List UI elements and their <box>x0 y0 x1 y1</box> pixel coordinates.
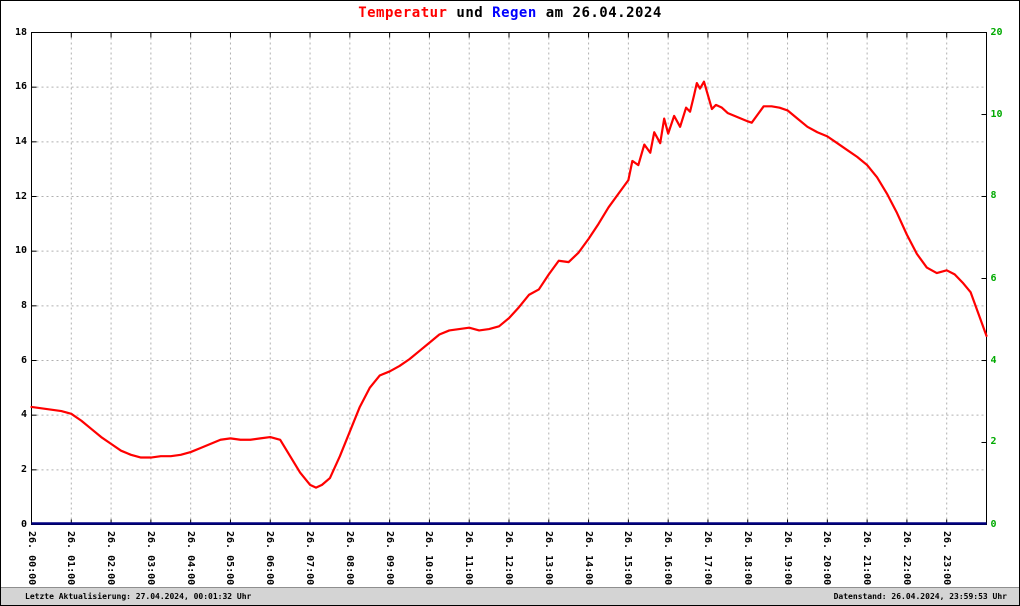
x-axis-tick-label: 26. 06:00 <box>264 530 276 585</box>
x-axis-tick-label: 26. 21:00 <box>861 530 873 585</box>
temperature-line <box>30 80 988 489</box>
x-axis-tick-label: 26. 01:00 <box>65 530 77 585</box>
y-axis-tick-label: 12 <box>14 190 27 202</box>
last-update-text: Letzte Aktualisierung: 27.04.2024, 00:01… <box>25 592 252 601</box>
x-axis-tick-label: 26. 04:00 <box>184 530 196 585</box>
y-axis-tick-label: 14 <box>14 135 27 147</box>
x-axis-tick-label: 26. 18:00 <box>741 530 753 585</box>
title-date: am 26.04.2024 <box>536 5 662 21</box>
y2-axis-tick-label: 6 <box>990 272 997 284</box>
x-axis-tick-label: 26. 05:00 <box>224 530 236 585</box>
chart-title: Temperatur und Regen am 26.04.2024 <box>1 5 1019 21</box>
x-axis-tick-label: 26. 07:00 <box>304 530 316 585</box>
y-axis-tick-label: 6 <box>20 354 27 366</box>
x-axis-tick-label: 26. 20:00 <box>821 530 833 585</box>
y-axis-tick-label: 2 <box>20 463 27 475</box>
footer-bar: Letzte Aktualisierung: 27.04.2024, 00:01… <box>1 587 1019 605</box>
x-axis-tick-label: 26. 17:00 <box>701 530 713 585</box>
x-axis-tick-label: 26. 11:00 <box>463 530 475 585</box>
x-axis-tick-label: 26. 10:00 <box>423 530 435 585</box>
x-axis-tick-label: 26. 09:00 <box>383 530 395 585</box>
y-axis-tick-label: 0 <box>20 518 27 530</box>
x-axis-tick-label: 26. 13:00 <box>542 530 554 585</box>
y2-axis-tick-label: 8 <box>990 190 997 202</box>
x-axis-tick-label: 26. 23:00 <box>940 530 952 585</box>
data-status-text: Datenstand: 26.04.2024, 23:59:53 Uhr <box>833 592 1007 601</box>
y2-axis-tick-label: 20 <box>990 26 1003 38</box>
y2-axis-tick-label: 4 <box>990 354 997 366</box>
x-axis-tick-label: 26. 15:00 <box>622 530 634 585</box>
gridlines <box>31 32 987 525</box>
y-axis-tick-label: 4 <box>20 409 27 421</box>
y-axis-tick-label: 18 <box>14 26 27 38</box>
y2-axis-tick-label: 2 <box>990 436 997 448</box>
x-axis-tick-label: 26. 14:00 <box>582 530 594 585</box>
x-axis-tick-label: 26. 19:00 <box>781 530 793 585</box>
x-axis-tick-label: 26. 16:00 <box>662 530 674 585</box>
x-axis-tick-label: 26. 03:00 <box>144 530 156 585</box>
x-axis-tick-label: 26. 00:00 <box>25 530 37 585</box>
x-axis-tick-label: 26. 08:00 <box>343 530 355 585</box>
title-und: und <box>447 5 493 21</box>
y2-axis-tick-label: 0 <box>990 518 997 530</box>
x-axis-tick-label: 26. 02:00 <box>105 530 117 585</box>
y2-axis-tick-label: 10 <box>990 108 1003 120</box>
title-regen: Regen <box>492 5 537 21</box>
title-temperatur: Temperatur <box>358 5 448 21</box>
y-axis-tick-label: 10 <box>14 245 27 257</box>
y-axis-tick-label: 16 <box>14 81 27 93</box>
x-axis-tick-label: 26. 12:00 <box>503 530 514 585</box>
y-axis-tick-label: 8 <box>20 299 27 311</box>
x-axis-tick-label: 26. 22:00 <box>900 530 912 585</box>
